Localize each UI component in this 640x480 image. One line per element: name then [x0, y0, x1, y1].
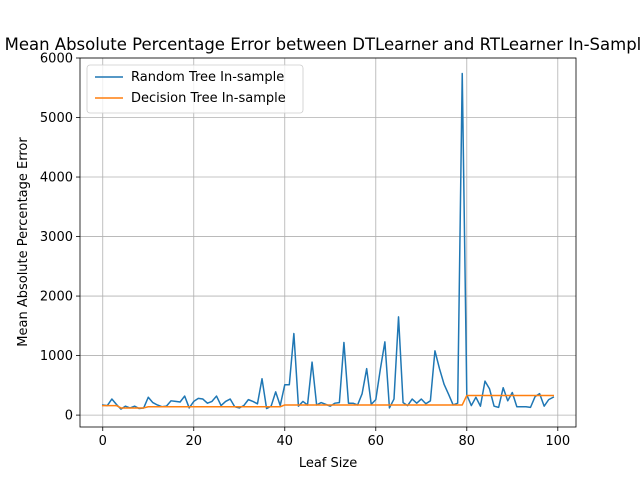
legend-label-random-tree: Random Tree In-sample: [131, 70, 284, 85]
x-tick-label: 0: [99, 434, 107, 449]
chart-title: Mean Absolute Percentage Error between D…: [5, 35, 640, 54]
legend-label-decision-tree: Decision Tree In-sample: [131, 91, 286, 106]
plot-area-background: [80, 58, 576, 427]
x-axis-ticks: 0 20 40 60 80 100: [99, 427, 570, 449]
y-tick-label: 1000: [40, 349, 73, 364]
y-tick-label: 0: [65, 409, 73, 424]
y-tick-label: 5000: [40, 111, 73, 126]
x-tick-label: 20: [185, 434, 202, 449]
y-tick-label: 3000: [40, 230, 73, 245]
x-axis-label: Leaf Size: [299, 456, 357, 471]
legend-box: [86, 64, 304, 114]
y-tick-label: 2000: [40, 290, 73, 305]
x-tick-label: 40: [276, 434, 293, 449]
y-tick-label: 4000: [40, 171, 73, 186]
legend: Random Tree In-sample Decision Tree In-s…: [86, 64, 304, 114]
x-tick-label: 100: [545, 434, 570, 449]
series-line-decision-tree: [102, 394, 554, 409]
x-tick-label: 60: [368, 434, 385, 449]
y-axis-label: Mean Absolute Percentage Error: [16, 137, 31, 347]
y-axis-ticks: 0 1000 2000 3000 4000 5000 6000: [40, 52, 80, 424]
y-tick-label: 6000: [40, 52, 73, 67]
plot-frame: [79, 57, 577, 428]
x-tick-label: 80: [459, 434, 476, 449]
series-lines: [101, 72, 555, 410]
